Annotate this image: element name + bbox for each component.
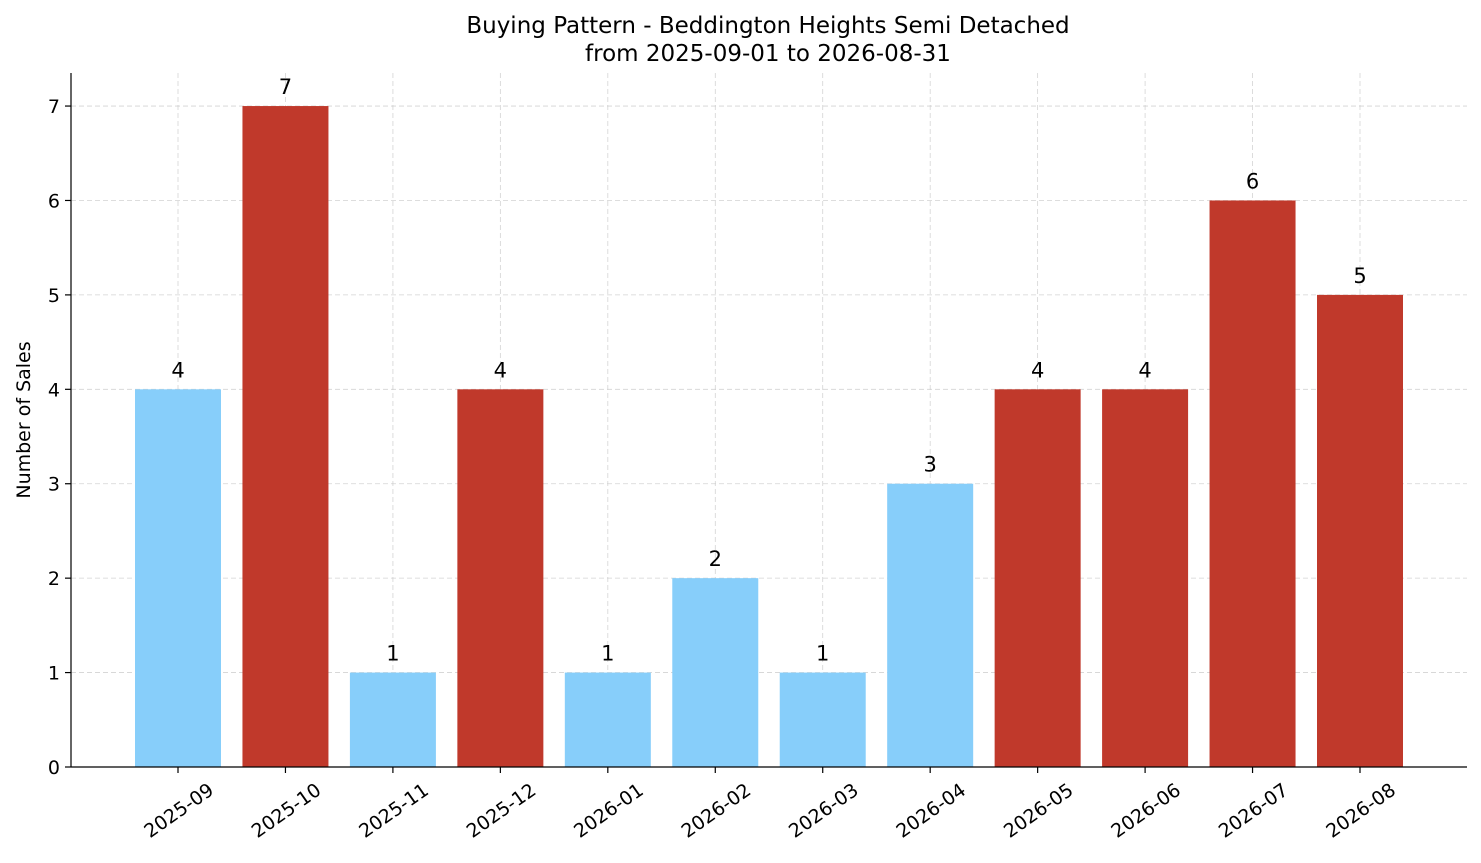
- x-tick-label-2026-04: 2026-04: [892, 779, 970, 843]
- bar-2026-03: [779, 672, 866, 767]
- y-tick-label: 7: [48, 96, 60, 118]
- chart-title: Buying Pattern - Beddington Heights Semi…: [466, 13, 1069, 39]
- x-tick-label-2025-09: 2025-09: [140, 779, 218, 843]
- bar-2026-04: [887, 483, 974, 767]
- y-tick-label: 5: [48, 285, 60, 307]
- y-tick-label: 6: [48, 190, 60, 212]
- data-label-2026-05: 4: [1031, 358, 1044, 382]
- data-labels: 4 7 1 4 1 2 1 3 4 4 6 5: [171, 75, 1366, 666]
- bar-2026-05: [994, 389, 1081, 767]
- bars: [135, 106, 1403, 768]
- y-tick-label: 3: [48, 474, 60, 496]
- y-tick-label: 0: [48, 757, 60, 779]
- chart-subtitle: from 2025-09-01 to 2026-08-31: [585, 41, 951, 67]
- data-label-2025-11: 1: [386, 642, 399, 666]
- bar-2026-06: [1102, 389, 1189, 767]
- data-label-2026-04: 3: [923, 453, 936, 477]
- x-ticks: 2025-09 2025-10 2025-11 2025-12 2026-01 2026-…: [140, 767, 1400, 843]
- x-tick-label-2026-01: 2026-01: [570, 779, 648, 843]
- data-label-2026-02: 2: [709, 547, 722, 571]
- x-tick-label-2025-11: 2025-11: [355, 779, 433, 843]
- bar-2025-09: [135, 389, 221, 767]
- y-axis-label: Number of Sales: [13, 341, 35, 498]
- data-label-2026-03: 1: [816, 642, 829, 666]
- x-tick-label-2025-10: 2025-10: [248, 779, 326, 843]
- x-tick-label-2026-02: 2026-02: [677, 779, 755, 843]
- bar-2026-07: [1209, 200, 1296, 768]
- y-ticks: 0 1 2 3 4 5 6 7: [48, 96, 71, 779]
- x-tick-label-2026-06: 2026-06: [1107, 779, 1185, 843]
- bar-2025-12: [457, 389, 544, 767]
- x-tick-label-2026-03: 2026-03: [785, 779, 863, 843]
- bar-2026-08: [1317, 294, 1403, 767]
- x-tick-label-2026-07: 2026-07: [1215, 779, 1293, 843]
- x-tick-label-2026-08: 2026-08: [1322, 779, 1400, 843]
- data-label-2025-10: 7: [279, 75, 292, 99]
- bar-2026-01: [564, 672, 651, 767]
- bar-2026-02: [672, 578, 759, 767]
- y-tick-label: 2: [48, 568, 60, 590]
- bar-2025-10: [242, 106, 329, 768]
- data-label-2026-01: 1: [601, 642, 614, 666]
- y-tick-label: 4: [48, 379, 60, 401]
- y-tick-label: 1: [48, 663, 60, 685]
- x-tick-label-2026-05: 2026-05: [1000, 779, 1078, 843]
- data-label-2026-06: 4: [1138, 358, 1151, 382]
- data-label-2026-08: 5: [1353, 264, 1366, 288]
- bar-2025-11: [349, 672, 436, 767]
- data-label-2025-12: 4: [494, 358, 507, 382]
- data-label-2026-07: 6: [1246, 169, 1259, 193]
- x-tick-label-2025-12: 2025-12: [463, 779, 541, 843]
- data-label-2025-09: 4: [171, 358, 184, 382]
